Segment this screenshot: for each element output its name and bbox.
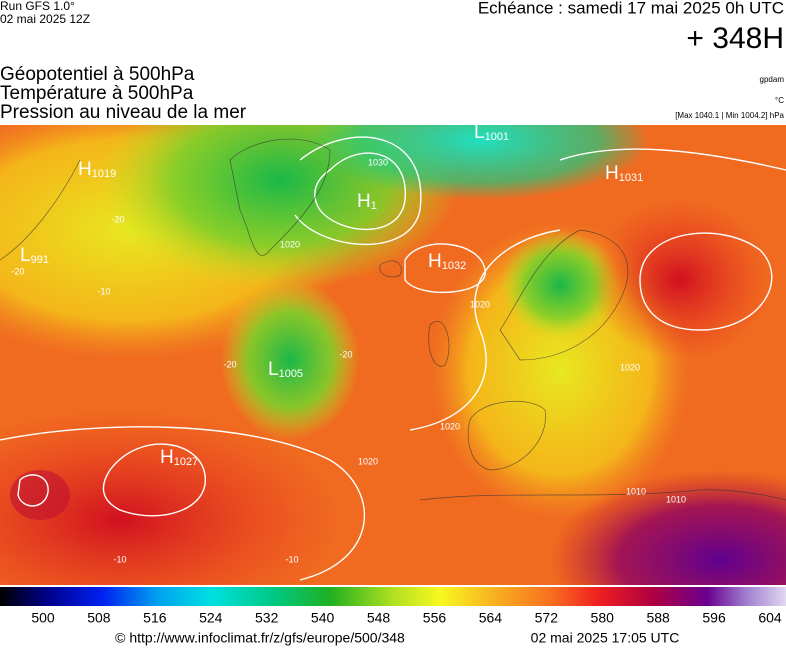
contour-label: -20 <box>11 266 24 276</box>
center-value: 1031 <box>619 172 643 184</box>
pressure-center: L1001 <box>474 122 509 143</box>
pressure-center: H1031 <box>605 163 643 184</box>
contour-label: 1020 <box>280 239 300 249</box>
pressure-center: H1027 <box>160 447 198 468</box>
lead-time: + 348H <box>686 22 784 55</box>
colorbar-label: 500 <box>31 610 55 626</box>
coastlines <box>0 138 786 501</box>
colorbar-label: 524 <box>199 610 223 626</box>
contour-label: 1020 <box>358 456 378 466</box>
center-value: 1032 <box>442 260 466 272</box>
colorbar-label: 556 <box>423 610 447 626</box>
colorbar-label: 596 <box>702 610 726 626</box>
generated-time: 02 mai 2025 17:05 UTC <box>531 630 680 646</box>
pressure-center: H1019 <box>78 159 116 180</box>
extremes: [Max 1040.1 | Min 1004.2] hPa <box>675 111 784 120</box>
contour-label: -20 <box>111 214 124 224</box>
contour-label: -20 <box>223 359 236 369</box>
colorbar-label: 564 <box>479 610 503 626</box>
contour-label: -10 <box>97 286 110 296</box>
center-letter: H <box>605 163 619 184</box>
center-value: 991 <box>31 254 49 266</box>
colorbar-label: 588 <box>646 610 670 626</box>
center-letter: H <box>428 251 442 272</box>
colorbar-label: 540 <box>311 610 335 626</box>
colorbar-label: 548 <box>367 610 391 626</box>
pressure-center: L1005 <box>268 359 303 380</box>
center-letter: L <box>20 245 31 266</box>
unit: °C <box>775 96 784 105</box>
center-value: 1027 <box>174 456 198 468</box>
center-letter: H <box>357 191 371 212</box>
center-letter: H <box>78 159 92 180</box>
contour-label: -10 <box>113 554 126 564</box>
colorbar-label: 580 <box>591 610 615 626</box>
colorbar-label: 508 <box>87 610 111 626</box>
unit: gpdam <box>760 75 785 84</box>
title: Pression au niveau de la mer <box>0 102 247 123</box>
isobars <box>0 136 786 581</box>
contour-label: 1010 <box>626 486 646 496</box>
contour-label: 1010 <box>666 494 686 504</box>
map <box>0 125 786 585</box>
valid-time: Echéance : samedi 17 mai 2025 0h UTC <box>478 0 784 17</box>
center-letter: L <box>268 359 279 380</box>
center-letter: H <box>160 447 174 468</box>
run-date: 02 mai 2025 12Z <box>0 12 90 26</box>
center-value: 1001 <box>485 131 509 143</box>
title: Géopotentiel à 500hPa <box>0 64 195 85</box>
colorbar-label: 516 <box>143 610 167 626</box>
colorbar-label: 572 <box>535 610 559 626</box>
pressure-center: H1 <box>357 191 377 212</box>
colorbar <box>0 587 786 606</box>
colorbar-label: 604 <box>758 610 782 626</box>
contour-label: 1030 <box>368 157 388 167</box>
pressure-center: H1032 <box>428 251 466 272</box>
contour-label: 1020 <box>470 299 490 309</box>
title: Température à 500hPa <box>0 83 194 104</box>
contour-label: 1020 <box>620 362 640 372</box>
pressure-center: L991 <box>20 245 49 266</box>
colorbar-label: 532 <box>255 610 279 626</box>
source-url: © http://www.infoclimat.fr/z/gfs/europe/… <box>115 630 405 646</box>
contour-label: -20 <box>339 349 352 359</box>
contour-label: -10 <box>285 554 298 564</box>
center-letter: L <box>474 122 485 143</box>
contour-label: 1020 <box>440 421 460 431</box>
center-value: 1 <box>371 200 377 212</box>
center-value: 1019 <box>92 168 116 180</box>
run: Run GFS 1.0° <box>0 0 75 13</box>
center-value: 1005 <box>279 368 303 380</box>
